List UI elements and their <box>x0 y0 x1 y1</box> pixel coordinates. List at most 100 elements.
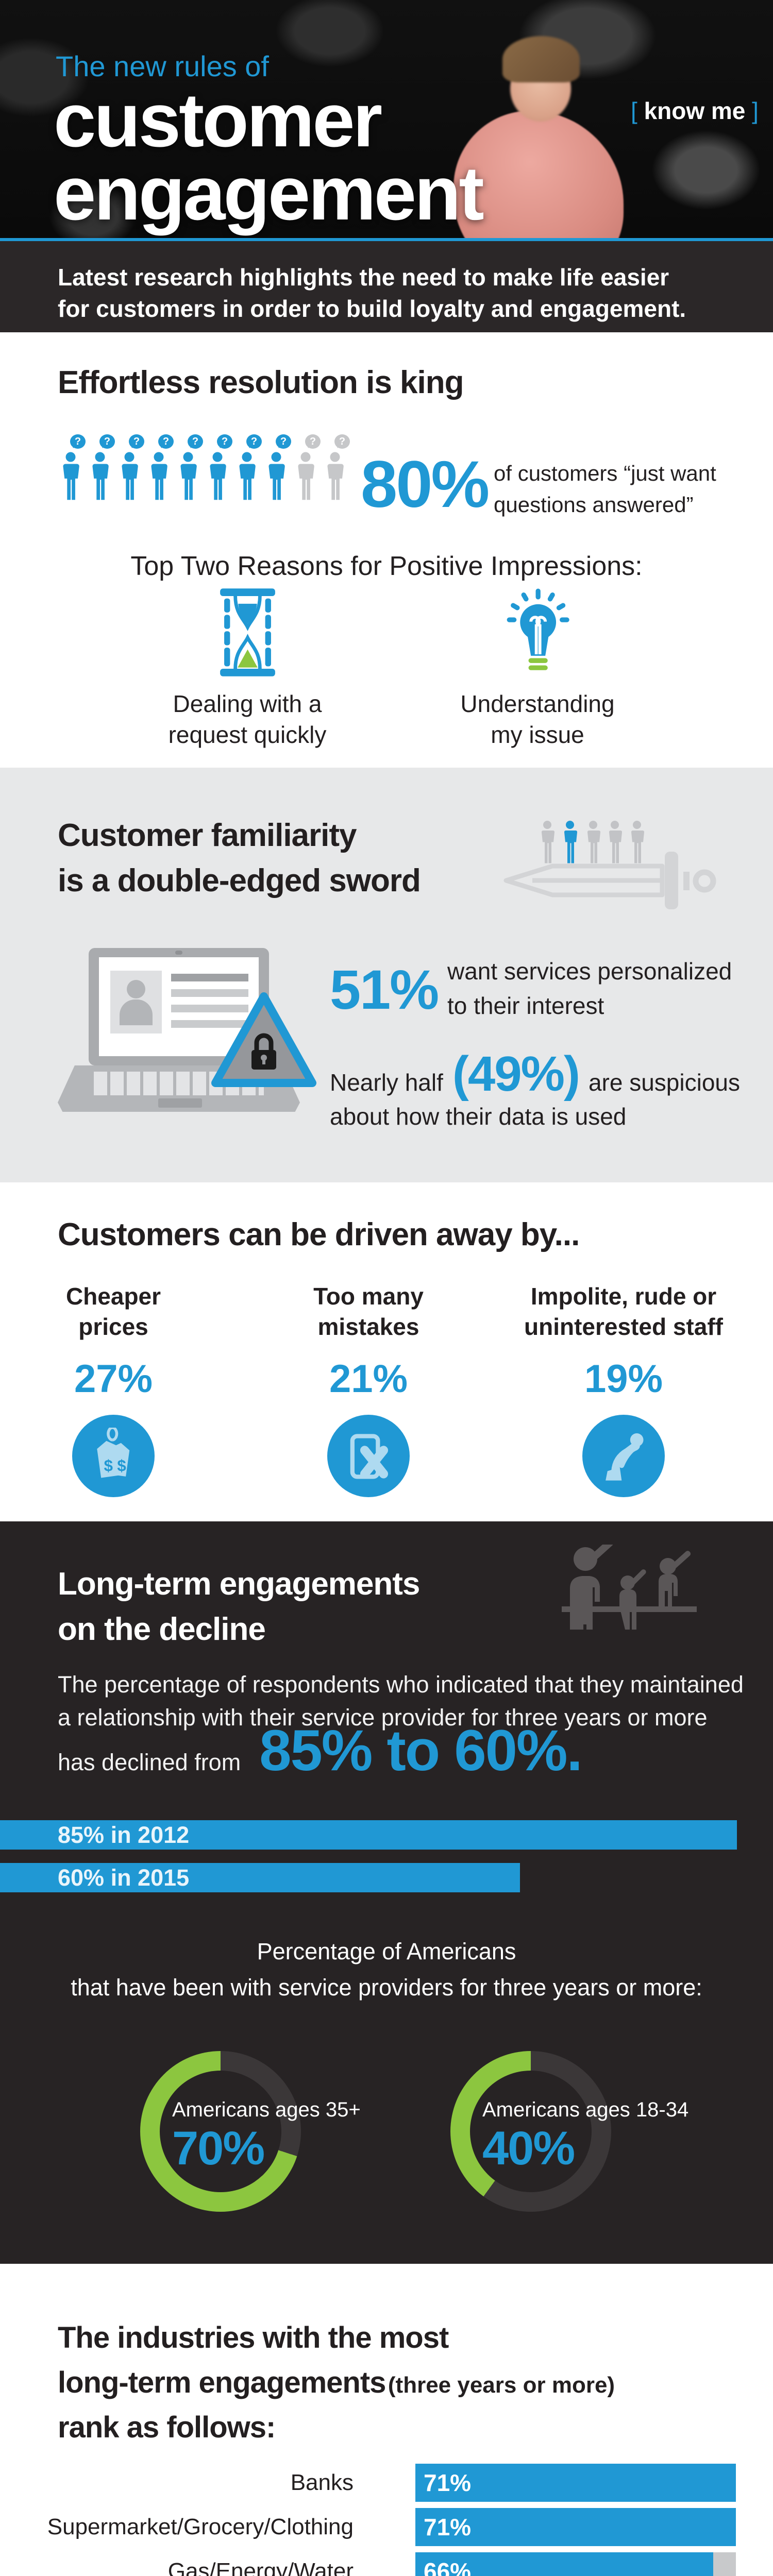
label-line2: mistakes <box>317 1313 419 1340</box>
donut-value: 70% <box>172 2122 265 2175</box>
person-question-icon: ? <box>149 434 174 502</box>
bar: 71% <box>415 2464 736 2502</box>
blue-divider <box>0 238 773 241</box>
bar-value-label: 66% <box>424 2558 472 2576</box>
question-bubble-icon: ? <box>70 434 86 449</box>
caption-line2: to their interest <box>447 992 604 1019</box>
para-line2: a relationship with their service provid… <box>58 1704 708 1731</box>
reason-label-line1: Understanding <box>460 690 615 717</box>
svg-text:$: $ <box>117 1456 126 1475</box>
stat-80-percent: 80% <box>361 448 490 521</box>
person-question-icon: ? <box>61 434 86 502</box>
profile-avatar <box>110 971 162 1033</box>
bar-row: Banks 71% <box>0 2464 773 2502</box>
heading-line2: on the decline <box>58 1612 266 1648</box>
person-question-icon: ? <box>325 434 350 502</box>
effortless-section: Effortless resolution is king ? ? ? <box>0 332 773 768</box>
person-icon <box>151 452 167 500</box>
label-line2: prices <box>78 1313 148 1340</box>
sub-line2: that have been with service providers fo… <box>71 1974 702 2001</box>
question-bubble-icon: ? <box>305 434 321 449</box>
donut-chart-title: Percentage of Americans that have been w… <box>0 1934 773 2006</box>
reason-label-line2: request quickly <box>168 721 327 748</box>
driven-columns: Cheaper prices 27% <box>10 1281 727 1497</box>
stat-85-to-60: 85% to 60%. <box>259 1718 582 1783</box>
para-line3: has declined from <box>58 1749 241 1775</box>
section-heading: Customers can be driven away by... <box>58 1217 580 1252</box>
stat-51-percent: 51% <box>330 958 439 1021</box>
bar-category-label: Banks <box>290 2470 354 2495</box>
question-bubble-icon: ? <box>99 434 115 449</box>
person-icon <box>210 452 226 500</box>
label-line2: uninterested staff <box>524 1313 723 1340</box>
svg-text:$: $ <box>104 1456 113 1475</box>
driver-value: 21% <box>329 1357 408 1401</box>
stat-caption-line2: questions answered” <box>494 492 694 517</box>
person-question-icon: ? <box>296 434 321 502</box>
question-bubble-icon: ? <box>188 434 203 449</box>
hero-title-line2: engagement <box>54 151 484 236</box>
know-me-label: know me <box>644 97 746 124</box>
stat-51-caption: want services personalized to their inte… <box>447 954 732 1023</box>
person-icon <box>327 452 344 500</box>
warning-lock-icon <box>207 989 321 1095</box>
question-bubble-icon: ? <box>276 434 291 449</box>
know-me-tag: [ know me ] <box>631 97 759 125</box>
bar-value-label: 71% <box>424 2514 472 2540</box>
person-question-icon: ? <box>90 434 115 502</box>
para-line1: The percentage of respondents who indica… <box>58 1671 744 1698</box>
woman-hair <box>502 36 580 82</box>
sword-people-icon <box>502 817 750 914</box>
bar-track: 71% <box>415 2508 736 2546</box>
frustrated-person-icon <box>582 1414 665 1497</box>
bar-row: 60% in 2015 <box>0 1863 773 1892</box>
people-pictogram-row: ? ? ? ? <box>61 434 350 502</box>
heading-line2: long-term engagements <box>58 2366 386 2399</box>
intro-bar: Latest research highlights the need to m… <box>0 241 773 332</box>
bar: 66% <box>415 2552 714 2576</box>
stat-49-percent-row: Nearly half (49%) are suspicious <box>330 1046 752 1103</box>
person-icon <box>268 452 285 500</box>
person-icon <box>298 452 314 500</box>
tablet-error-icon <box>327 1414 410 1497</box>
intro-text: Latest research highlights the need to m… <box>58 262 686 325</box>
reason-label: Dealing with a request quickly <box>149 689 345 751</box>
label-line1: Too many <box>313 1283 424 1310</box>
donut-charts: Americans ages 35+ 70% Americans ages 18… <box>140 2051 688 2212</box>
laptop-privacy-icon <box>58 948 316 1126</box>
decline-section: Long-term engagements on the decline The… <box>0 1521 773 2264</box>
driver-label: Too many mistakes <box>265 1281 472 1342</box>
caption-line1: want services personalized <box>447 958 732 985</box>
question-bubble-icon: ? <box>158 434 174 449</box>
laptop-screen <box>89 948 269 1065</box>
person-icon <box>239 452 256 500</box>
bar-track: 71% <box>415 2464 736 2502</box>
section-heading: Long-term engagements on the decline <box>58 1562 420 1652</box>
bar: 60% in 2015 <box>0 1863 520 1892</box>
driver-label: Impolite, rude or uninterested staff <box>520 1281 727 1342</box>
person-icon <box>180 452 197 500</box>
driver-rude-staff: Impolite, rude or uninterested staff 19% <box>520 1281 727 1497</box>
person-question-icon: ? <box>266 434 291 502</box>
driver-label: Cheaper prices <box>10 1281 216 1342</box>
bar-label: 60% in 2015 <box>58 1864 190 1891</box>
hourglass-icon <box>149 587 345 677</box>
driver-cheaper-prices: Cheaper prices 27% <box>10 1281 216 1497</box>
question-bubble-icon: ? <box>129 434 144 449</box>
bar-row: 85% in 2012 <box>0 1820 773 1850</box>
familiarity-section: Customer familiarity is a double-edged s… <box>0 768 773 1182</box>
person-question-icon: ? <box>178 434 203 502</box>
stat-49-prefix: Nearly half <box>330 1069 443 1096</box>
label-line1: Cheaper <box>65 1283 161 1310</box>
donut-text: Americans ages 18-34 40% <box>482 2098 688 2176</box>
bar: 71% <box>415 2508 736 2546</box>
stat-49-suffix: are suspicious <box>588 1069 740 1096</box>
reason-understanding: Understanding my issue <box>440 587 635 751</box>
donut-value: 40% <box>482 2122 575 2175</box>
reason-label-line2: my issue <box>491 721 584 748</box>
stat-caption-line1: of customers “just want <box>494 461 716 485</box>
person-question-icon: ? <box>208 434 232 502</box>
stat-49-line2: about how their data is used <box>330 1103 627 1130</box>
donut-chart: Americans ages 35+ 70% <box>140 2051 361 2212</box>
